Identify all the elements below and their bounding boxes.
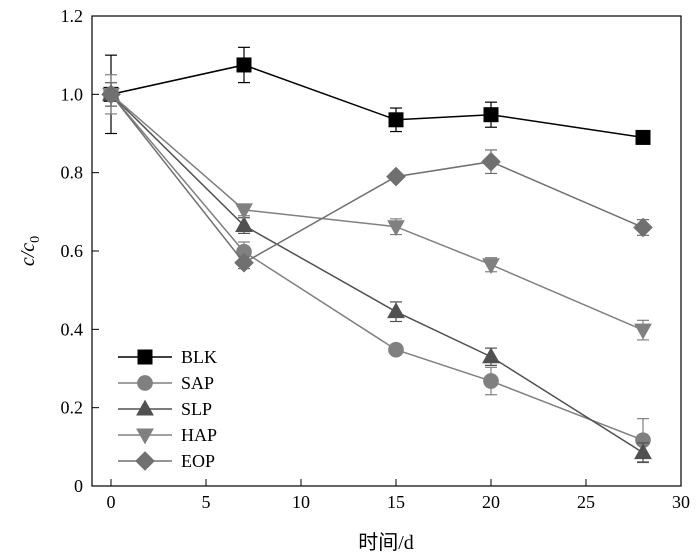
legend-marker <box>136 428 154 445</box>
x-tick-label: 0 <box>107 492 116 512</box>
legend-label: SLP <box>181 399 212 419</box>
series-layer <box>101 46 653 464</box>
data-point <box>386 166 406 187</box>
series-line <box>110 93 644 264</box>
data-point <box>387 302 405 319</box>
series-line <box>110 64 644 139</box>
legend-item-hap: HAP <box>118 425 217 445</box>
legend-label: BLK <box>181 347 217 367</box>
y-tick-label: 0.8 <box>61 163 84 183</box>
legend-marker <box>137 375 153 391</box>
x-tick-label: 10 <box>292 492 310 512</box>
data-point <box>482 347 500 364</box>
data-point <box>635 129 651 145</box>
y-tick-label: 1.2 <box>61 6 84 26</box>
data-point <box>483 107 499 123</box>
data-point <box>388 112 404 128</box>
legend-label: SAP <box>181 373 214 393</box>
data-point <box>634 443 652 460</box>
legend-item-blk: BLK <box>118 347 217 367</box>
legend-label: HAP <box>181 425 217 445</box>
data-point <box>634 323 652 340</box>
data-point <box>482 258 500 275</box>
series-line <box>110 93 644 331</box>
y-tick-label: 0.6 <box>61 241 84 261</box>
y-axis-title-sub: 0 <box>28 236 43 243</box>
y-tick-label: 0.2 <box>61 398 84 418</box>
legend-label: EOP <box>181 451 215 471</box>
data-point <box>483 373 499 389</box>
series-eop <box>101 81 653 273</box>
axis-ticks: 0 5 10 15 20 25 30 0 0.2 0.4 0.6 0.8 1.0 1.2 <box>61 6 691 512</box>
legend: BLK SAP SLP HAP EOP <box>118 347 217 471</box>
data-point <box>481 151 501 172</box>
data-point <box>387 220 405 237</box>
data-point <box>235 216 253 232</box>
data-point <box>101 84 121 105</box>
data-point <box>633 217 653 238</box>
series-blk <box>103 46 651 145</box>
data-point <box>236 57 252 73</box>
y-tick-label: 1.0 <box>61 84 84 104</box>
legend-item-slp: SLP <box>118 399 212 419</box>
legend-marker <box>135 451 155 471</box>
x-axis-title: 时间/d <box>358 531 414 554</box>
x-tick-label: 5 <box>202 492 211 512</box>
x-tick-label: 15 <box>387 492 405 512</box>
x-tick-label: 30 <box>672 492 690 512</box>
y-axis-title: c/c0 <box>17 236 43 266</box>
data-point <box>388 341 404 358</box>
x-tick-label: 20 <box>482 492 500 512</box>
y-tick-label: 0.4 <box>61 319 84 339</box>
y-axis-title-main: c <box>17 257 39 266</box>
data-point <box>235 203 253 220</box>
legend-marker <box>136 399 154 416</box>
x-tick-label: 25 <box>577 492 595 512</box>
legend-item-eop: EOP <box>118 451 215 471</box>
legend-marker <box>137 349 153 365</box>
data-point <box>234 252 254 273</box>
legend-item-sap: SAP <box>118 373 214 393</box>
y-tick-label: 0 <box>74 476 83 496</box>
y-axis-title-sep: /c <box>17 243 39 259</box>
